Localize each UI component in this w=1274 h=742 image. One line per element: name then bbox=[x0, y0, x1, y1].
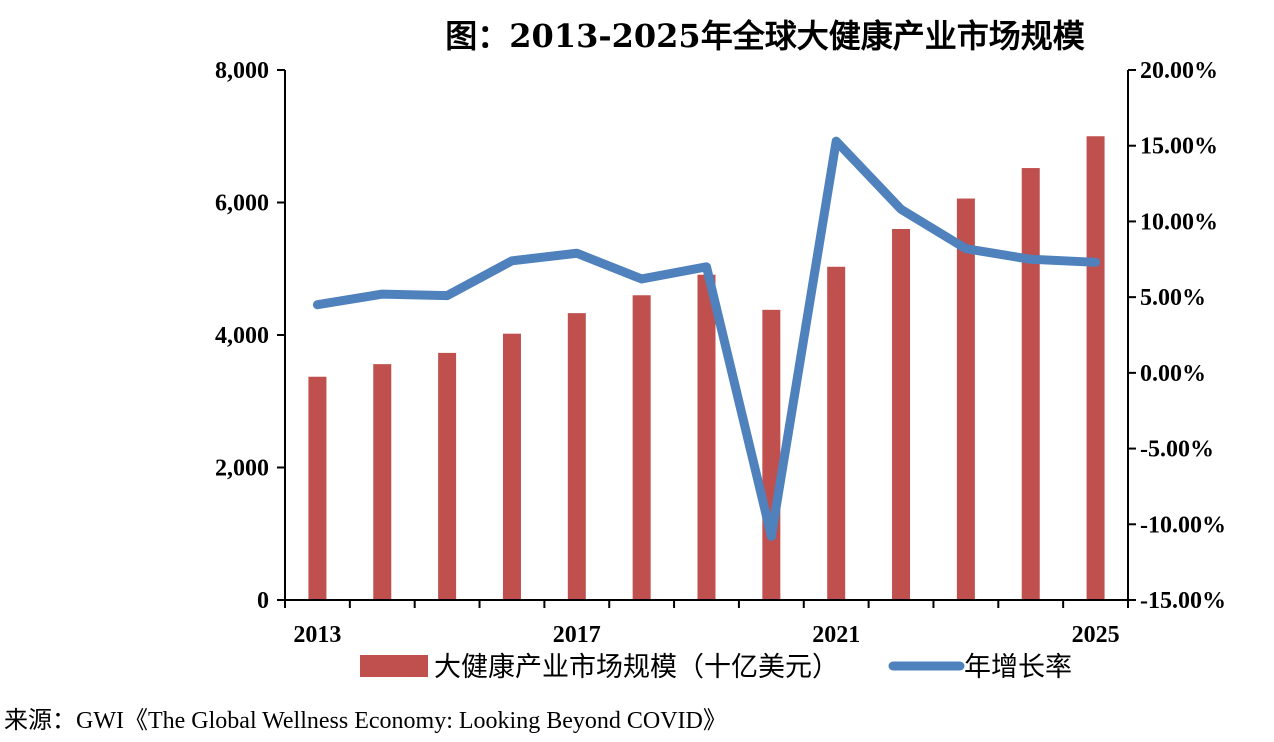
axes: 0 2,000 4,000 6,000 8,000 -15.00% -10.00% -5.00… bbox=[215, 58, 1226, 648]
x-tick-label-2021: 2021 bbox=[812, 622, 860, 648]
legend-label-bar: 大健康产业市场规模（十亿美元） bbox=[434, 652, 839, 683]
bar-2021 bbox=[827, 266, 846, 600]
legend: 大健康产业市场规模（十亿美元） 年增长率 bbox=[360, 652, 1072, 683]
chart-title: 图：2013-2025年全球大健康产业市场规模 bbox=[445, 17, 1084, 55]
bar-2023 bbox=[956, 198, 975, 600]
legend-swatch-bar bbox=[360, 655, 428, 677]
x-tick-label-2013: 2013 bbox=[293, 622, 341, 648]
bar-2024 bbox=[1021, 168, 1040, 601]
y-right-tick-label: -5.00% bbox=[1140, 437, 1214, 463]
bar-2014 bbox=[373, 364, 392, 600]
y-left-tick-label: 8,000 bbox=[215, 58, 269, 84]
bar-2016 bbox=[502, 333, 521, 600]
y-right-tick-label: 5.00% bbox=[1140, 285, 1206, 311]
x-tick-label-2017: 2017 bbox=[553, 622, 601, 648]
bar-2020 bbox=[762, 309, 781, 600]
y-right-tick-label: -10.00% bbox=[1140, 512, 1226, 538]
bar-2013 bbox=[308, 376, 327, 600]
x-tick-label-2025: 2025 bbox=[1072, 622, 1120, 648]
bar-series bbox=[308, 136, 1105, 601]
source-note: 来源：GWI《The Global Wellness Economy: Look… bbox=[4, 708, 727, 734]
bar-2025 bbox=[1086, 136, 1105, 600]
y-left-tick-label: 2,000 bbox=[215, 456, 269, 482]
bar-2018 bbox=[632, 295, 651, 600]
line-series bbox=[312, 136, 1101, 541]
y-right-tick-label: 10.00% bbox=[1140, 209, 1218, 235]
y-left-tick-label: 4,000 bbox=[215, 323, 269, 349]
y-left-tick-label: 6,000 bbox=[215, 191, 269, 217]
y-right-tick-label: 0.00% bbox=[1140, 361, 1206, 387]
legend-label-line: 年增长率 bbox=[964, 652, 1072, 683]
y-right-tick-label: 15.00% bbox=[1140, 134, 1218, 160]
bar-2015 bbox=[438, 352, 457, 600]
y-right-tick-label: -15.00% bbox=[1140, 588, 1226, 614]
bar-2019 bbox=[697, 274, 716, 600]
bar-2017 bbox=[567, 313, 586, 600]
y-left-tick-label: 0 bbox=[257, 588, 269, 614]
bar-2022 bbox=[892, 229, 911, 600]
y-right-tick-label: 20.00% bbox=[1140, 58, 1218, 84]
